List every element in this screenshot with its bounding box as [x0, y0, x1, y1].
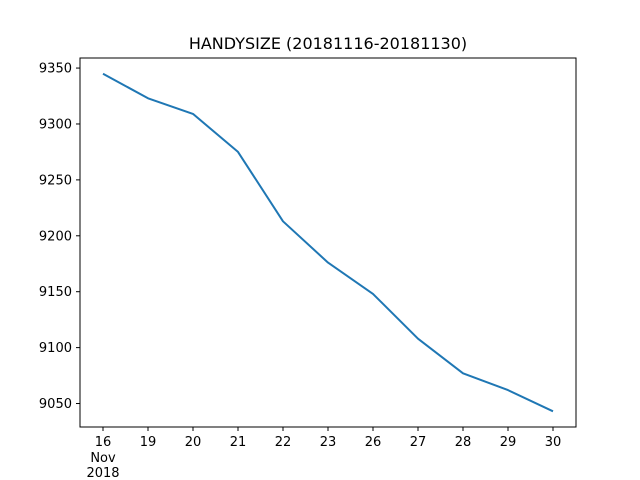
y-axis: 9050 9100 9150 9200 9250 9300 9350: [39, 62, 80, 412]
x-tick-label: 21: [230, 435, 247, 450]
y-tick-label: 9150: [39, 285, 72, 300]
x-tick-label: 28: [455, 435, 472, 450]
x-tick-label: 16: [95, 435, 112, 450]
x-sublabel: Nov: [90, 451, 116, 466]
x-tick-label: 23: [320, 435, 337, 450]
y-tick-label: 9050: [39, 397, 72, 412]
y-tick-label: 9250: [39, 173, 72, 188]
y-tick-label: 9200: [39, 229, 72, 244]
series-line: [102, 72, 554, 413]
plot-frame: [79, 57, 577, 428]
x-sublabel: 2018: [86, 466, 119, 480]
x-tick-label: 20: [185, 435, 202, 450]
y-tick-label: 9300: [39, 117, 72, 132]
chart-title: HANDYSIZE (20181116-20181130): [189, 34, 467, 53]
x-tick-label: 29: [500, 435, 517, 450]
y-tick-label: 9350: [39, 62, 72, 77]
x-tick-label: 22: [275, 435, 292, 450]
x-tick-label: 19: [140, 435, 157, 450]
x-tick-label: 27: [410, 435, 427, 450]
x-tick-label: 30: [545, 435, 562, 450]
plot-area: [102, 72, 554, 413]
x-tick-label: 26: [365, 435, 382, 450]
y-tick-label: 9100: [39, 341, 72, 356]
